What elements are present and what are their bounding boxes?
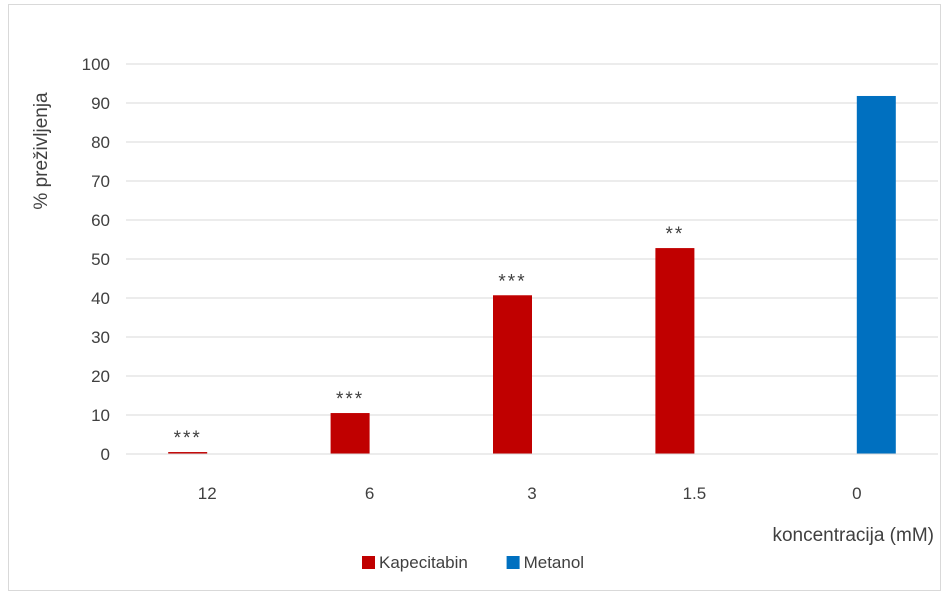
x-tick-label: 3: [527, 484, 536, 503]
significance-label: **: [666, 224, 685, 245]
y-tick-label: 10: [91, 406, 110, 425]
x-tick-label: 0: [852, 484, 861, 503]
legend-item-metanol: Metanol: [506, 553, 584, 572]
x-tick-label: 6: [365, 484, 374, 503]
bar-kapecitabin-3: [493, 295, 532, 454]
legend-swatch: [362, 556, 375, 569]
y-tick-label: 50: [91, 250, 110, 269]
significance-annotations: ***********: [174, 224, 685, 449]
significance-label: ***: [336, 389, 364, 410]
y-tick-label: 60: [91, 211, 110, 230]
x-tick-label: 1.5: [683, 484, 707, 503]
legend-label: Metanol: [524, 553, 584, 572]
y-tick-label: 80: [91, 133, 110, 152]
bar-metanol-0: [856, 95, 896, 454]
significance-label: ***: [498, 271, 526, 292]
x-tick-labels: 12 6 3 1.5 0: [198, 484, 862, 503]
y-tick-label: 100: [82, 55, 110, 74]
bars: [168, 95, 896, 454]
y-tick-label: 90: [91, 94, 110, 113]
legend-label: Kapecitabin: [379, 553, 468, 572]
bar-kapecitabin-1.5: [655, 248, 695, 454]
legend-swatch: [506, 556, 520, 569]
bar-kapecitabin-12: [168, 452, 208, 454]
y-tick-label: 0: [101, 445, 110, 464]
legend: Kapecitabin Metanol: [362, 553, 584, 572]
significance-label: ***: [174, 428, 202, 449]
y-tick-labels: 0 10 20 30 40 50 60 70 80 90 100: [82, 55, 110, 464]
y-axis-title: % preživljenja: [31, 92, 52, 210]
y-tick-label: 70: [91, 172, 110, 191]
gridlines: [126, 63, 938, 416]
y-tick-label: 40: [91, 289, 110, 308]
chart-frame: 0 10 20 30 40 50 60 70 80 90 100 *** *** *** ** 12 6 3 1…: [8, 4, 941, 591]
x-tick-label: 12: [198, 484, 217, 503]
legend-item-kapecitabin: Kapecitabin: [362, 553, 468, 572]
bar-kapecitabin-6: [330, 413, 370, 454]
y-tick-label: 30: [91, 328, 110, 347]
y-tick-label: 20: [91, 367, 110, 386]
x-axis-title: koncentracija (mM): [772, 525, 934, 546]
